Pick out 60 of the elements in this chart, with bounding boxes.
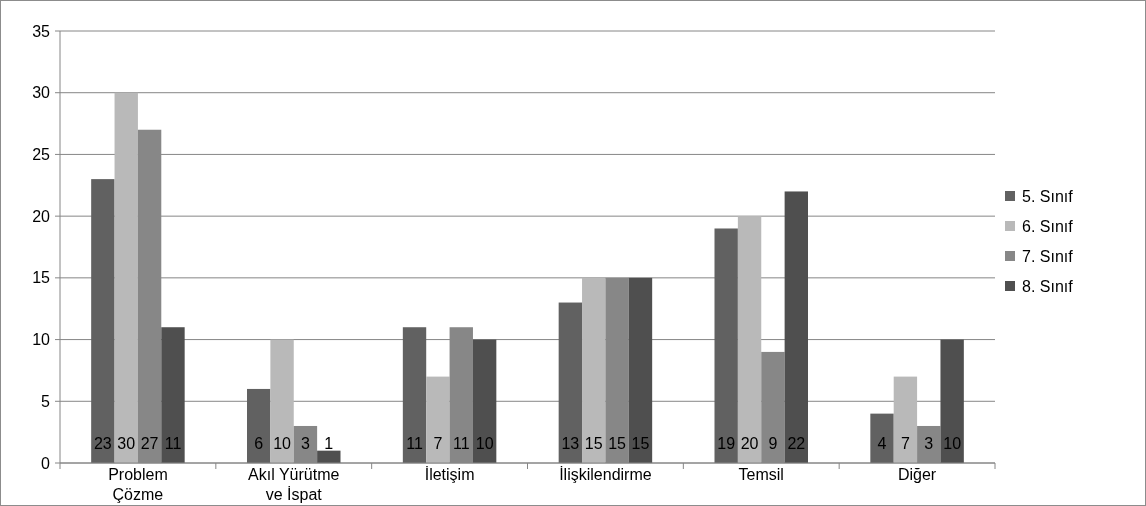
- y-tick-label: 10: [32, 331, 51, 349]
- x-tick-label: Akıl Yürütme ve İspat: [248, 466, 340, 503]
- legend-label: 8. Sınıf: [1022, 277, 1074, 295]
- data-label: 3: [924, 435, 934, 452]
- x-tick-label: İletişim: [424, 465, 475, 483]
- y-tick-label: 5: [41, 392, 51, 410]
- data-label: 10: [943, 435, 962, 452]
- legend-label: 7. Sınıf: [1022, 247, 1074, 265]
- y-tick-label: 15: [32, 269, 51, 287]
- bar: [270, 339, 294, 463]
- x-tick-label: İlişkilendirme: [559, 465, 652, 483]
- data-label: 15: [608, 435, 627, 452]
- data-label: 11: [452, 435, 470, 452]
- data-label: 30: [117, 435, 136, 452]
- y-tick-label: 0: [41, 454, 51, 472]
- data-label: 15: [584, 435, 603, 452]
- bar: [870, 413, 894, 463]
- bar: [472, 339, 497, 463]
- bar: [582, 277, 606, 463]
- data-label: 1: [324, 435, 334, 452]
- y-tick-label: 25: [32, 146, 51, 164]
- bar: [317, 450, 341, 463]
- x-tick-label: Problem Çözme: [108, 466, 168, 503]
- bar: [784, 191, 808, 463]
- data-label: 19: [717, 435, 736, 452]
- bar: [737, 216, 762, 463]
- bar: [402, 327, 427, 463]
- y-tick-label: 20: [32, 207, 51, 225]
- bar: [558, 302, 583, 463]
- data-label: 27: [140, 435, 159, 452]
- x-tick-label: Diğer: [897, 466, 937, 483]
- data-label: 9: [768, 435, 778, 452]
- bar: [247, 388, 271, 463]
- x-tick-label: Temsil: [738, 466, 784, 483]
- bar: [714, 228, 738, 463]
- data-label: 20: [740, 435, 759, 452]
- bar: [893, 376, 918, 463]
- data-label: 4: [877, 435, 887, 452]
- data-label: 7: [433, 435, 443, 452]
- bar: [426, 376, 450, 463]
- data-label: 15: [631, 435, 650, 452]
- data-label: 10: [475, 435, 494, 452]
- data-label: 13: [561, 435, 580, 452]
- data-label: 23: [93, 435, 112, 452]
- data-label: 10: [273, 435, 292, 452]
- data-label: 11: [406, 435, 423, 452]
- data-label: 7: [900, 435, 910, 452]
- y-tick-label: 30: [32, 84, 51, 102]
- bar: [161, 327, 185, 463]
- bar: [628, 277, 653, 463]
- y-tick-label: 35: [32, 22, 51, 40]
- bar: [114, 92, 138, 463]
- data-label: 3: [300, 435, 310, 452]
- data-label: 6: [254, 435, 264, 452]
- bar: [91, 179, 115, 463]
- data-label: 22: [787, 435, 806, 452]
- data-label: 11: [164, 435, 182, 452]
- legend-label: 5. Sınıf: [1022, 187, 1074, 205]
- legend-label: 6. Sınıf: [1022, 217, 1074, 235]
- bar: [940, 339, 964, 463]
